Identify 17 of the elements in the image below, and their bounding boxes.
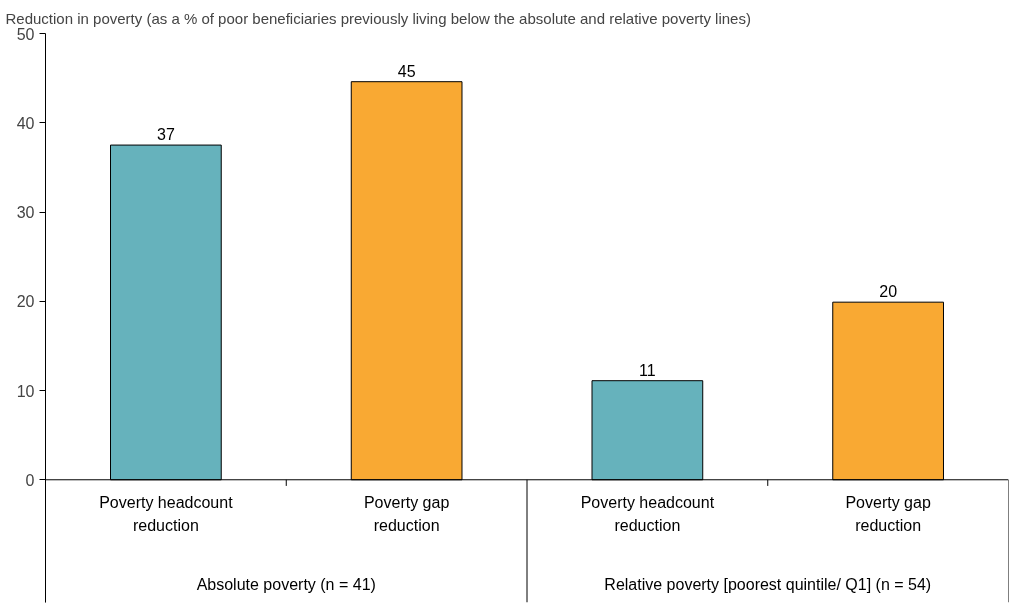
text: Absolute poverty (n = 41) bbox=[196, 575, 376, 593]
y-tick-label: 40 bbox=[16, 114, 35, 132]
x-tick-label: Poverty headcount reduction bbox=[580, 493, 715, 534]
y-tick-label: 0 bbox=[25, 471, 35, 489]
text: Relative poverty [poorest quintile/ Q1] (n = 54) bbox=[604, 575, 932, 593]
y-tick-label: 10 bbox=[16, 382, 35, 400]
data-label: 20 bbox=[879, 283, 898, 301]
x-tick-label: Poverty gap reduction bbox=[845, 493, 931, 534]
data-label: 37 bbox=[156, 126, 175, 144]
chart-title: Reduction in poverty (as a % of poor beneficiaries previously living below the absolute and relative poverty lines) bbox=[5, 9, 751, 27]
x-tick-label: Poverty gap reduction bbox=[363, 493, 450, 534]
data-label: 11 bbox=[639, 361, 656, 379]
data-label: 45 bbox=[397, 62, 416, 80]
y-tick-label: 20 bbox=[16, 293, 35, 311]
y-tick-label: 30 bbox=[16, 204, 35, 222]
x-tick-label: Poverty headcount reduction bbox=[99, 493, 234, 534]
y-tick-label: 50 bbox=[16, 25, 35, 43]
